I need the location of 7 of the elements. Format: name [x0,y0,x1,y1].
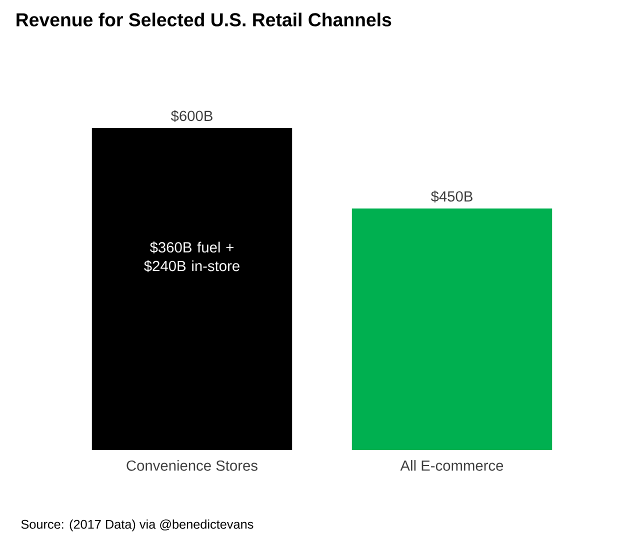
annotation: $360B fuel + $240B in-store [144,242,240,272]
x-tick-label: All E-commerce [400,460,504,471]
data-label: $450B [430,190,472,202]
source-note: Source: (2017 Data) via @benedictevans [21,519,254,532]
chart-title: Revenue for Selected U.S. Retail Channels [16,12,392,26]
data-label: $600B [170,110,212,122]
x-tick-label: Convenience Stores [126,460,258,471]
